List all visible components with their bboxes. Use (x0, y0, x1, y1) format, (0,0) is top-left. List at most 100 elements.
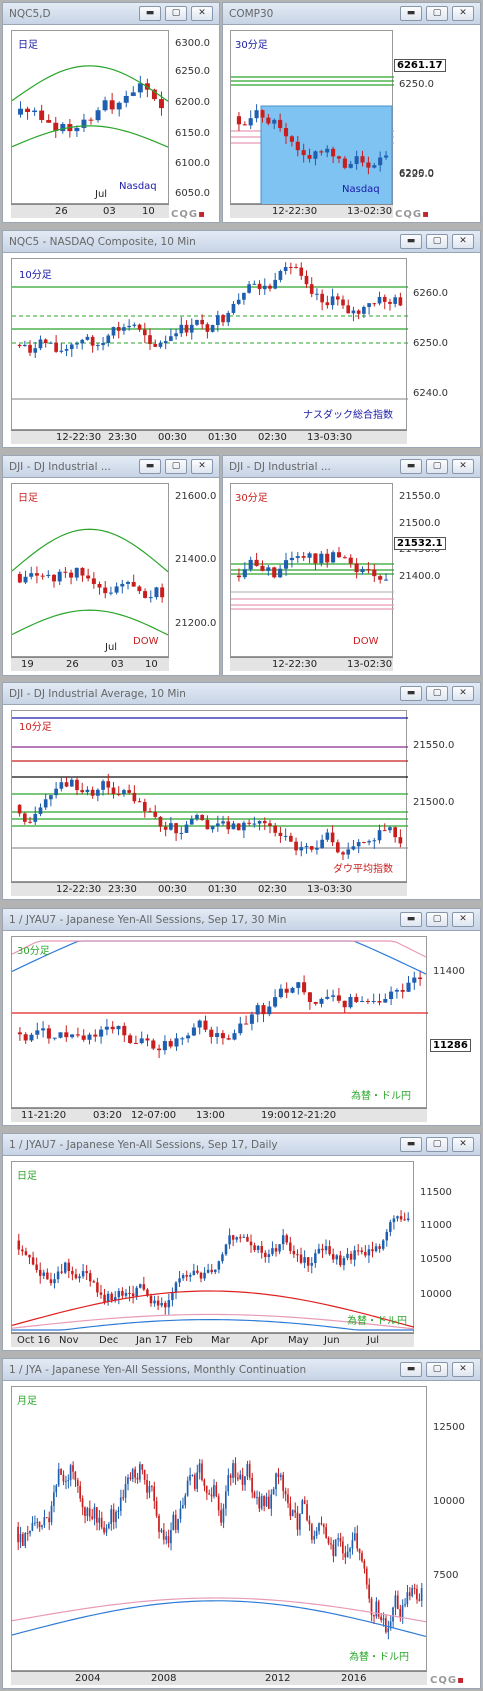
plot-area[interactable] (11, 936, 428, 1108)
candle-body (418, 1599, 421, 1601)
candle-body (254, 110, 259, 119)
period-label: 10分足 (19, 270, 52, 281)
candle-body (273, 997, 278, 1007)
minimize-button[interactable]: ▬ (400, 912, 422, 927)
minimize-button[interactable]: ▬ (400, 6, 422, 21)
title-bar[interactable]: COMP30 ▬ ▢ ✕ (223, 3, 480, 25)
plot-area[interactable] (11, 483, 169, 657)
plot-area[interactable] (11, 30, 169, 204)
candle-body (133, 1042, 138, 1044)
candle-body (60, 1468, 62, 1475)
minimize-button[interactable]: ▬ (139, 459, 161, 474)
candle-body (341, 1541, 344, 1554)
y-tick-label: 11400 (433, 966, 465, 977)
maximize-button[interactable]: ▢ (426, 912, 448, 927)
close-button[interactable]: ✕ (191, 459, 213, 474)
plot-area[interactable] (11, 710, 408, 882)
maximize-button[interactable]: ▢ (426, 686, 448, 701)
candle-body (53, 1279, 56, 1284)
title-bar[interactable]: NQC5,D ▬ ▢ ✕ (3, 3, 219, 25)
chart-window-dji-30min[interactable]: DJI - DJ Industrial ... ▬ ▢ ✕ 21550.0 21500… (222, 455, 481, 676)
candle-body (137, 586, 142, 592)
title-bar[interactable]: DJI - DJ Industrial ... ▬ ▢ ✕ (223, 456, 480, 478)
candle-body (383, 999, 388, 1003)
minimize-button[interactable]: ▬ (400, 459, 422, 474)
maximize-button[interactable]: ▢ (426, 234, 448, 249)
x-tick-label: Oct 16 (17, 1335, 51, 1346)
title-bar[interactable]: DJI - DJ Industrial ... ▬ ▢ ✕ (3, 456, 219, 478)
candle-body (294, 841, 298, 851)
plot-area[interactable] (11, 1386, 427, 1671)
candle-body (208, 1493, 210, 1495)
chart-window-jya-monthly[interactable]: 1 / JYA - Japanese Yen-All Sessions, Mon… (2, 1358, 481, 1689)
candle-body (113, 1297, 117, 1301)
close-button[interactable]: ✕ (452, 1137, 474, 1152)
close-button[interactable]: ✕ (452, 459, 474, 474)
maximize-button[interactable]: ▢ (426, 1362, 448, 1377)
x-tick-label: 13-03:30 (307, 432, 353, 443)
title-bar[interactable]: DJI - DJ Industrial Average, 10 Min ▬ ▢ ✕ (3, 683, 480, 705)
candle-body (267, 1254, 271, 1258)
chart-window-comp30[interactable]: COMP30 ▬ ▢ ✕ 6250.0 6225.0 6200.0 12-22:30 13… (222, 2, 481, 223)
candle-body (72, 1465, 74, 1472)
candle-body (253, 1245, 256, 1250)
minimize-button[interactable]: ▬ (400, 1137, 422, 1152)
candle-body (236, 823, 241, 831)
candle-body (100, 1517, 103, 1528)
x-tick-label: 19:00 (261, 1110, 290, 1121)
candle-body (21, 1534, 24, 1546)
candle-body (106, 1293, 110, 1302)
candle-body (158, 343, 163, 347)
cqg-logo: CQG▪ (430, 1675, 465, 1686)
plot-area[interactable] (230, 30, 394, 205)
candle-body (220, 1510, 222, 1523)
close-button[interactable]: ✕ (452, 1362, 474, 1377)
plot-area[interactable] (230, 483, 394, 657)
chart-window-nqc5-daily[interactable]: NQC5,D ▬ ▢ ✕ 6300.0 6250.0 6200.0 6150.0 6100.… (2, 2, 220, 223)
candle-body (199, 1272, 203, 1279)
maximize-button[interactable]: ▢ (165, 6, 187, 21)
chart-window-dji-daily[interactable]: DJI - DJ Industrial ... ▬ ▢ ✕ 21600.0 21400… (2, 455, 220, 676)
candle-body (257, 820, 262, 824)
candle-body (378, 1246, 381, 1249)
candle-body (403, 1219, 406, 1221)
maximize-button[interactable]: ▢ (165, 459, 187, 474)
candle-body (281, 1235, 285, 1245)
candle-body (22, 344, 27, 347)
close-button[interactable]: ✕ (452, 912, 474, 927)
minimize-button[interactable]: ▬ (400, 686, 422, 701)
close-button[interactable]: ✕ (452, 686, 474, 701)
minimize-button[interactable]: ▬ (139, 6, 161, 21)
candle-body (236, 299, 241, 304)
chart-window-nasdaq-10min[interactable]: NQC5 - NASDAQ Composite, 10 Min ▬ ▢ ✕ 6260… (2, 230, 481, 448)
close-button[interactable]: ✕ (452, 234, 474, 249)
maximize-button[interactable]: ▢ (426, 459, 448, 474)
title-bar[interactable]: 1 / JYAU7 - Japanese Yen-All Sessions, S… (3, 1134, 480, 1156)
x-tick-label: 03:20 (93, 1110, 122, 1121)
minimize-button[interactable]: ▬ (400, 234, 422, 249)
plot-area[interactable] (11, 1161, 415, 1333)
x-tick-label: 12-07:00 (131, 1110, 177, 1121)
chart-window-jyau7-30min[interactable]: 1 / JYAU7 - Japanese Yen-All Sessions, S… (2, 908, 481, 1126)
title-bar[interactable]: 1 / JYA - Japanese Yen-All Sessions, Mon… (3, 1359, 480, 1381)
chart-window-jyau7-daily[interactable]: 1 / JYAU7 - Japanese Yen-All Sessions, S… (2, 1133, 481, 1351)
candle-body (53, 122, 59, 132)
candle-body (123, 95, 129, 103)
plot-area[interactable] (11, 258, 408, 430)
candle-body (46, 119, 52, 123)
candle-body (221, 1254, 224, 1262)
title-bar[interactable]: 1 / JYAU7 - Japanese Yen-All Sessions, S… (3, 909, 480, 931)
chart-svg (12, 1210, 415, 1331)
maximize-button[interactable]: ▢ (426, 6, 448, 21)
title-bar[interactable]: NQC5 - NASDAQ Composite, 10 Min ▬ ▢ ✕ (3, 231, 480, 253)
chart-window-dji-10min[interactable]: DJI - DJ Industrial Average, 10 Min ▬ ▢ ✕ … (2, 682, 481, 900)
candle-body (80, 339, 85, 344)
minimize-button[interactable]: ▬ (400, 1362, 422, 1377)
maximize-button[interactable]: ▢ (426, 1137, 448, 1152)
close-button[interactable]: ✕ (452, 6, 474, 21)
candle-body (111, 787, 116, 794)
close-button[interactable]: ✕ (191, 6, 213, 21)
candle-body (282, 1474, 284, 1491)
candle-body (255, 1005, 260, 1015)
candle-body (205, 819, 210, 830)
